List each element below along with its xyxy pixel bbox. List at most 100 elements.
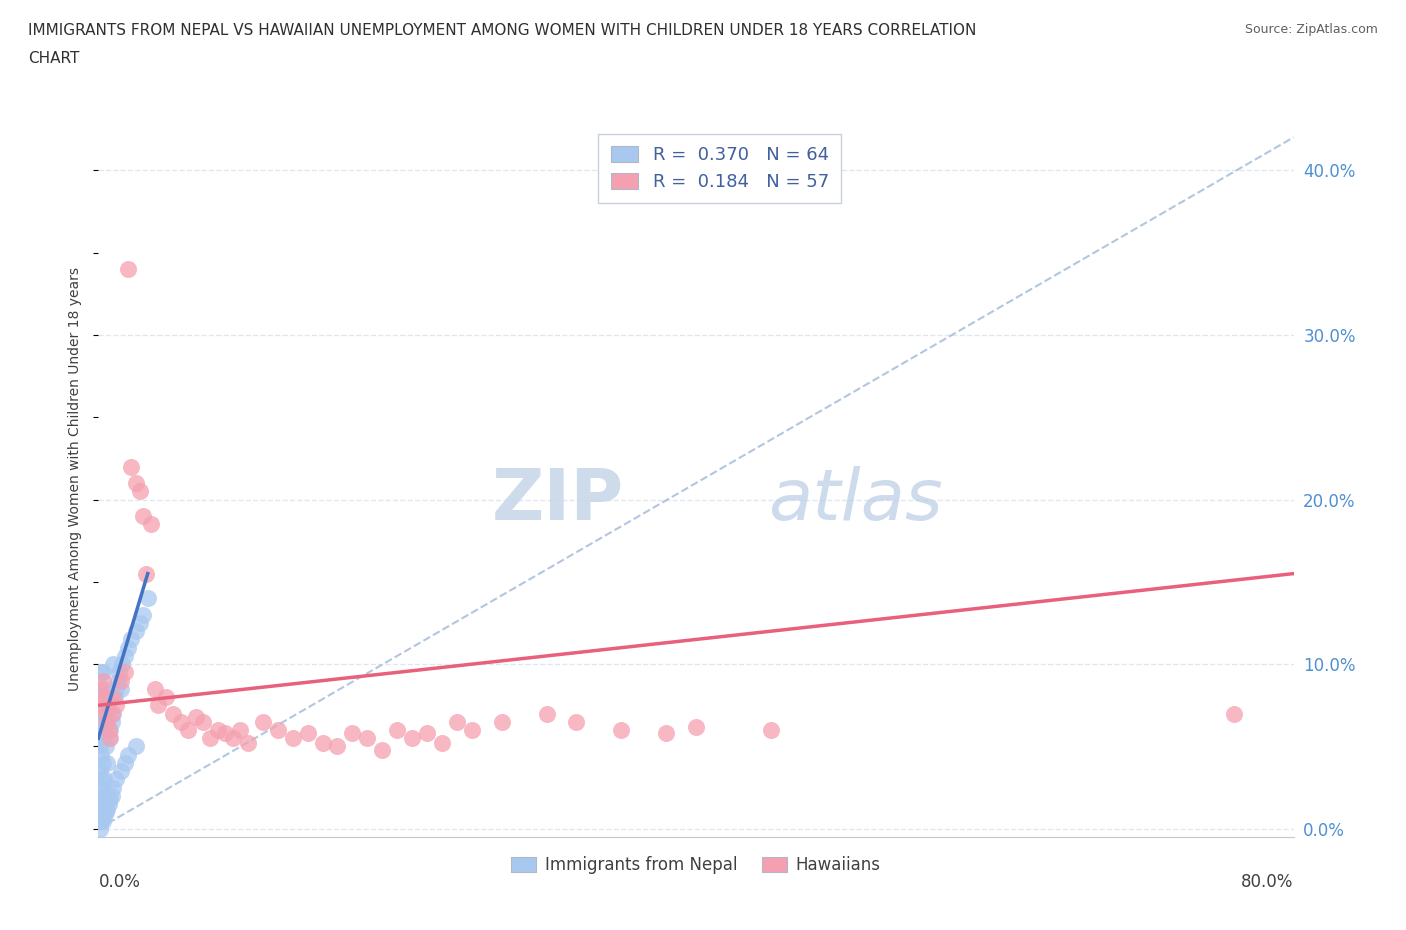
Point bbox=[759, 723, 782, 737]
Point bbox=[89, 682, 111, 697]
Point bbox=[90, 797, 112, 812]
Point bbox=[96, 755, 118, 770]
Point bbox=[110, 682, 132, 697]
Point bbox=[89, 813, 111, 828]
Point bbox=[236, 736, 259, 751]
Point bbox=[93, 791, 115, 806]
Point bbox=[90, 747, 112, 762]
Point bbox=[89, 813, 111, 828]
Point bbox=[385, 723, 409, 737]
Text: Source: ZipAtlas.com: Source: ZipAtlas.com bbox=[1244, 23, 1378, 36]
Point bbox=[89, 789, 111, 804]
Point bbox=[96, 714, 118, 729]
Point bbox=[125, 739, 148, 754]
Point bbox=[101, 714, 124, 729]
Point bbox=[297, 725, 319, 740]
Point bbox=[655, 725, 678, 740]
Point bbox=[281, 731, 304, 746]
Point bbox=[96, 802, 118, 817]
Point bbox=[1223, 706, 1246, 721]
Point bbox=[342, 725, 364, 740]
Point bbox=[91, 673, 114, 688]
Point bbox=[111, 657, 134, 671]
Point bbox=[91, 755, 114, 770]
Point bbox=[94, 739, 117, 754]
Point bbox=[446, 714, 468, 729]
Point bbox=[371, 742, 394, 757]
Point bbox=[89, 739, 111, 754]
Point bbox=[565, 714, 588, 729]
Point bbox=[129, 484, 152, 498]
Point bbox=[97, 731, 120, 746]
Point bbox=[114, 648, 136, 663]
Point bbox=[93, 772, 115, 787]
Point bbox=[117, 261, 139, 276]
Point bbox=[90, 731, 112, 746]
Point bbox=[117, 747, 139, 762]
Point bbox=[91, 780, 114, 795]
Point bbox=[93, 682, 115, 697]
Point bbox=[132, 607, 155, 622]
Legend: Immigrants from Nepal, Hawaiians: Immigrants from Nepal, Hawaiians bbox=[503, 848, 889, 883]
Point bbox=[101, 789, 124, 804]
Point bbox=[105, 698, 128, 712]
Point bbox=[93, 808, 115, 823]
Point bbox=[107, 673, 129, 688]
Point bbox=[97, 797, 120, 812]
Text: 80.0%: 80.0% bbox=[1241, 873, 1294, 891]
Point bbox=[136, 591, 159, 605]
Point bbox=[430, 736, 453, 751]
Point bbox=[214, 725, 236, 740]
Point bbox=[326, 739, 349, 754]
Point bbox=[356, 731, 378, 746]
Point bbox=[104, 690, 127, 705]
Point bbox=[90, 698, 112, 712]
Point bbox=[94, 706, 117, 721]
Point bbox=[97, 690, 120, 705]
Point bbox=[93, 723, 115, 737]
Point bbox=[155, 690, 177, 705]
Point bbox=[89, 723, 111, 737]
Point bbox=[105, 682, 128, 697]
Point bbox=[89, 764, 111, 778]
Point bbox=[461, 723, 484, 737]
Point bbox=[90, 804, 112, 819]
Point bbox=[229, 723, 252, 737]
Point bbox=[491, 714, 513, 729]
Point bbox=[125, 475, 148, 490]
Point bbox=[103, 690, 125, 705]
Point bbox=[103, 657, 125, 671]
Point bbox=[252, 714, 274, 729]
Point bbox=[101, 706, 124, 721]
Point bbox=[98, 731, 122, 746]
Point bbox=[135, 566, 157, 581]
Point bbox=[143, 682, 166, 697]
Point bbox=[125, 624, 148, 639]
Point bbox=[94, 706, 117, 721]
Point bbox=[103, 706, 125, 721]
Point bbox=[117, 640, 139, 655]
Point bbox=[148, 698, 170, 712]
Text: IMMIGRANTS FROM NEPAL VS HAWAIIAN UNEMPLOYMENT AMONG WOMEN WITH CHILDREN UNDER 1: IMMIGRANTS FROM NEPAL VS HAWAIIAN UNEMPL… bbox=[28, 23, 977, 38]
Point bbox=[311, 736, 333, 751]
Point bbox=[120, 459, 142, 474]
Point bbox=[114, 665, 136, 680]
Point bbox=[685, 719, 707, 734]
Point bbox=[108, 665, 131, 680]
Point bbox=[207, 723, 229, 737]
Point bbox=[96, 698, 118, 712]
Point bbox=[94, 789, 117, 804]
Point bbox=[90, 690, 112, 705]
Point bbox=[120, 632, 142, 647]
Point bbox=[98, 791, 122, 806]
Point bbox=[91, 665, 114, 680]
Point bbox=[139, 517, 162, 532]
Text: atlas: atlas bbox=[768, 466, 942, 535]
Point bbox=[169, 714, 191, 729]
Point bbox=[222, 731, 245, 746]
Point bbox=[90, 772, 112, 787]
Point bbox=[610, 723, 633, 737]
Point bbox=[114, 755, 136, 770]
Y-axis label: Unemployment Among Women with Children Under 18 years: Unemployment Among Women with Children U… bbox=[69, 267, 83, 691]
Point bbox=[103, 780, 125, 795]
